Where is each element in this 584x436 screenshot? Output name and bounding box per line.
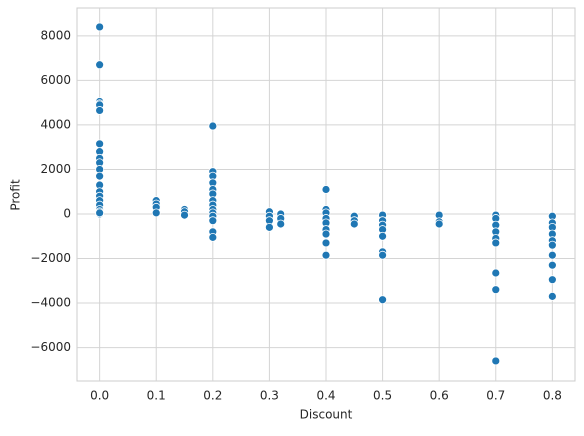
point bbox=[547, 260, 557, 270]
point bbox=[491, 285, 501, 295]
y-tick-label: 6000 bbox=[40, 73, 71, 87]
x-tick-label: 0.4 bbox=[316, 389, 335, 403]
point bbox=[180, 210, 189, 220]
x-tick-label: 0.8 bbox=[543, 389, 562, 403]
point bbox=[491, 238, 501, 248]
point bbox=[349, 219, 359, 229]
point bbox=[378, 295, 387, 305]
x-tick-label: 0.0 bbox=[90, 389, 109, 403]
x-tick-label: 0.6 bbox=[430, 389, 449, 403]
point bbox=[321, 185, 331, 194]
y-axis-label: Profit bbox=[9, 179, 23, 211]
point bbox=[208, 121, 218, 131]
point bbox=[95, 171, 105, 181]
point bbox=[547, 275, 557, 285]
x-tick-label: 0.3 bbox=[260, 389, 279, 403]
point bbox=[547, 291, 557, 301]
point bbox=[208, 232, 218, 242]
point bbox=[491, 268, 501, 278]
point bbox=[321, 238, 331, 248]
point bbox=[95, 208, 105, 218]
y-tick-label: 0 bbox=[63, 206, 71, 220]
point bbox=[95, 139, 105, 149]
point bbox=[321, 250, 331, 260]
y-tick-label: 8000 bbox=[40, 28, 71, 42]
y-tick-label: 2000 bbox=[40, 162, 71, 176]
point bbox=[95, 60, 105, 70]
point bbox=[321, 229, 331, 239]
y-tick-label: −4000 bbox=[30, 296, 71, 310]
point bbox=[265, 222, 274, 232]
x-axis-label: Discount bbox=[300, 408, 353, 422]
point bbox=[276, 219, 286, 229]
point bbox=[378, 231, 387, 241]
point bbox=[547, 240, 557, 250]
point bbox=[208, 216, 218, 226]
x-tick-label: 0.5 bbox=[373, 389, 392, 403]
y-tick-label: 4000 bbox=[40, 117, 71, 131]
point bbox=[151, 208, 161, 218]
x-tick-label: 0.1 bbox=[147, 389, 166, 403]
x-tick-label: 0.2 bbox=[203, 389, 222, 403]
point bbox=[491, 356, 501, 366]
y-tick-label: −2000 bbox=[30, 251, 71, 265]
point bbox=[95, 22, 105, 32]
point bbox=[547, 250, 557, 260]
y-tick-label: −6000 bbox=[30, 340, 71, 354]
point bbox=[95, 106, 105, 115]
point bbox=[378, 250, 387, 260]
x-tick-label: 0.7 bbox=[486, 389, 505, 403]
point bbox=[434, 219, 444, 229]
